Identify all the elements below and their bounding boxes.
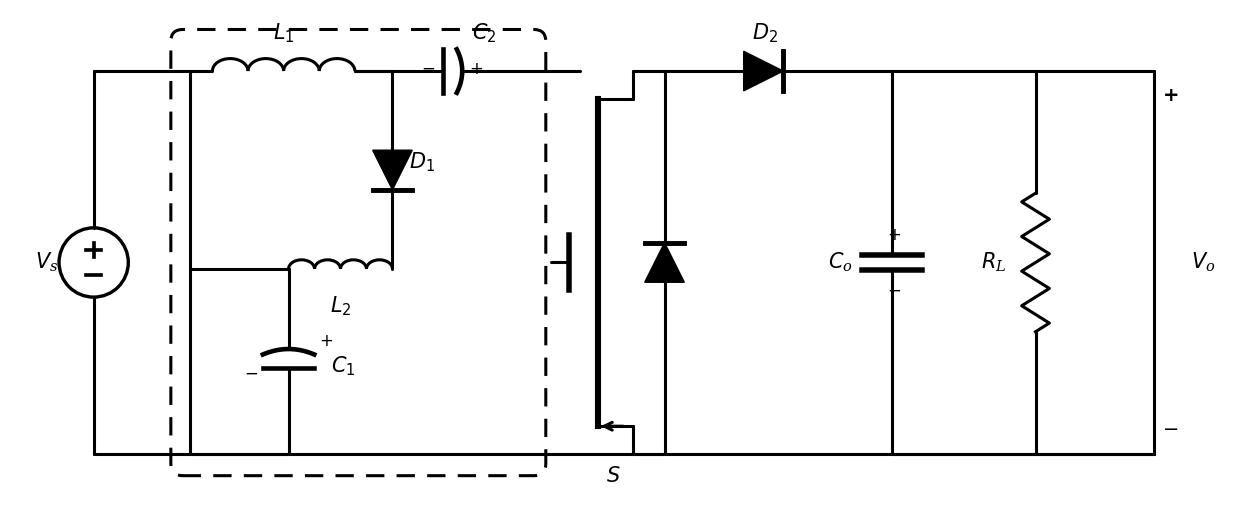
Text: −: − [1163,420,1179,439]
Text: $L_2$: $L_2$ [330,295,351,318]
Text: $C_2$: $C_2$ [472,22,497,45]
Text: $D_1$: $D_1$ [409,150,435,174]
Text: +: + [1163,86,1179,105]
Text: $C_1$: $C_1$ [331,355,355,378]
Text: +: + [887,226,901,244]
Text: $D_2$: $D_2$ [753,22,779,45]
Text: −: − [422,60,435,78]
Polygon shape [373,150,412,190]
Text: $C_{\mathregular{o}}$: $C_{\mathregular{o}}$ [828,251,853,274]
Text: −: − [887,281,901,299]
Polygon shape [645,243,684,282]
Text: $V_{\mathregular{s}}$: $V_{\mathregular{s}}$ [35,251,58,274]
Text: +: + [470,60,484,78]
Text: $R_{\mathregular{L}}$: $R_{\mathregular{L}}$ [981,251,1007,274]
Text: $V_{\mathregular{o}}$: $V_{\mathregular{o}}$ [1192,251,1216,274]
Text: $L_1$: $L_1$ [273,22,294,45]
Polygon shape [744,51,784,91]
Text: $S$: $S$ [606,466,620,486]
Text: +: + [319,332,334,350]
Text: −: − [244,364,258,382]
